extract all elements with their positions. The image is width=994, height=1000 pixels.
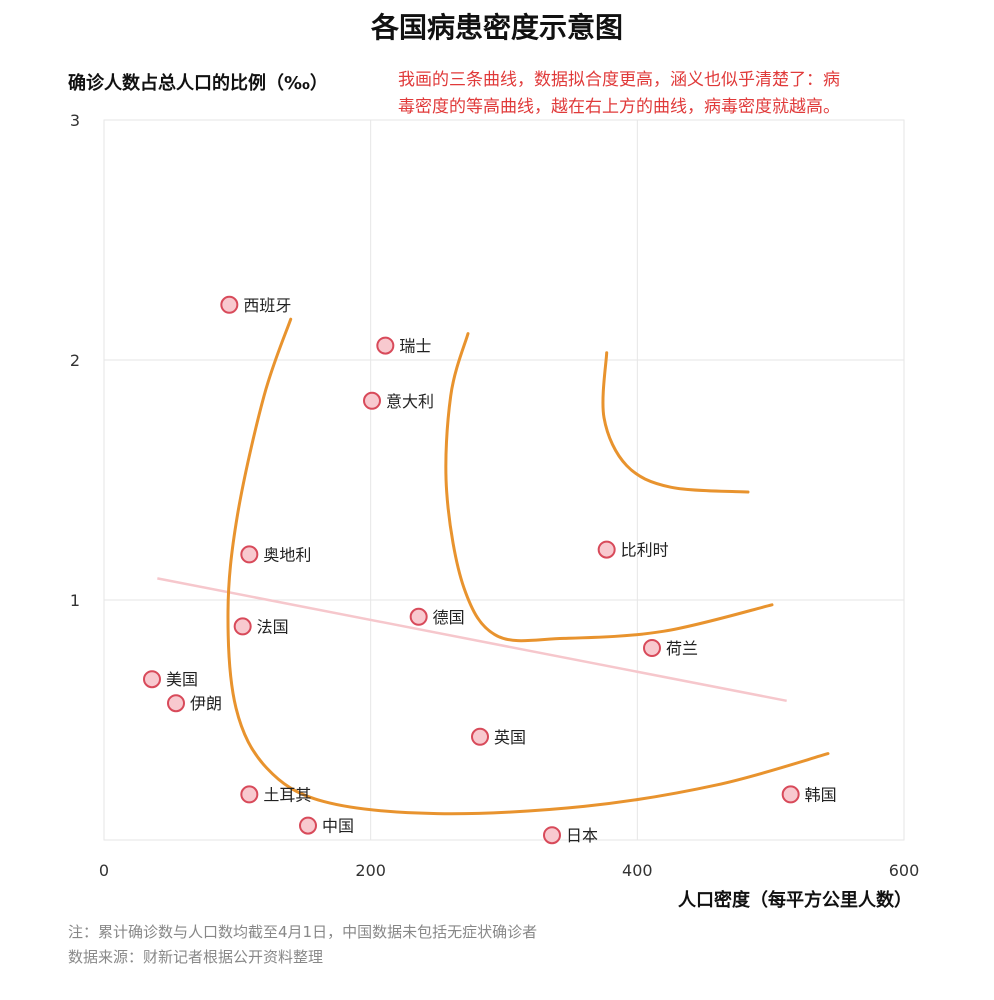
annotation-line-1: 我画的三条曲线，数据拟合度更高，涵义也似乎清楚了：病 — [398, 70, 840, 90]
x-tick-label: 400 — [622, 861, 653, 880]
data-point-label: 中国 — [322, 817, 354, 836]
data-point-label: 西班牙 — [243, 296, 291, 315]
data-point-label: 荷兰 — [666, 639, 698, 658]
data-point-label: 奥地利 — [263, 545, 311, 564]
contour-curve-2 — [444, 332, 774, 643]
data-point — [240, 545, 259, 564]
chart-title: 各国病患密度示意图 — [370, 11, 623, 44]
data-point — [543, 826, 561, 845]
data-point-label: 比利时 — [621, 541, 669, 560]
data-point-label: 德国 — [433, 608, 465, 627]
data-point — [143, 670, 161, 689]
trend-line-group — [157, 577, 787, 703]
x-tick-label: 200 — [355, 861, 386, 880]
data-point — [363, 391, 381, 410]
plot-frame — [103, 119, 905, 841]
data-point — [409, 607, 428, 626]
data-point-label: 伊朗 — [190, 694, 222, 713]
data-point-label: 意大利 — [386, 392, 434, 411]
footer-note: 注：累计确诊数与人口数均截至4月1日，中国数据未包括无症状确诊者 — [68, 923, 537, 941]
contour-curve-3 — [601, 351, 750, 494]
contour-curves — [226, 317, 830, 816]
data-point — [233, 617, 252, 636]
y-tick-label: 2 — [70, 351, 80, 370]
footer-source: 数据来源：财新记者根据公开资料整理 — [68, 948, 323, 966]
data-point — [167, 694, 185, 713]
data-point — [376, 336, 395, 355]
data-point — [597, 540, 616, 559]
data-point — [240, 785, 259, 804]
data-point-label: 英国 — [494, 728, 526, 747]
y-tick-label: 1 — [70, 591, 80, 610]
x-axis-label: 人口密度（每平方公里人数） — [678, 889, 912, 911]
axis-ticks: 0 200 400 600 1 2 3 — [70, 111, 919, 880]
data-point-label: 韩国 — [805, 785, 837, 804]
grid — [103, 119, 905, 841]
y-tick-label: 3 — [70, 111, 80, 130]
x-tick-label: 0 — [99, 861, 109, 880]
trend-line — [157, 577, 787, 703]
data-point-label: 瑞士 — [399, 337, 431, 356]
data-point-label: 法国 — [257, 617, 289, 636]
data-point — [299, 816, 317, 835]
x-tick-label: 600 — [889, 861, 920, 880]
data-point — [220, 295, 239, 314]
contour-curve-1 — [226, 317, 830, 816]
data-point — [781, 785, 800, 804]
annotation-line-2: 毒密度的等高曲线，越在右上方的曲线，病毒密度就越高。 — [398, 97, 840, 117]
data-point-label: 美国 — [166, 670, 198, 689]
data-point — [643, 639, 661, 657]
y-axis-label: 确诊人数占总人口的比例（‰） — [68, 72, 328, 94]
data-point-label: 土耳其 — [263, 785, 311, 804]
data-point-label: 日本 — [566, 826, 598, 845]
data-point — [471, 727, 489, 746]
